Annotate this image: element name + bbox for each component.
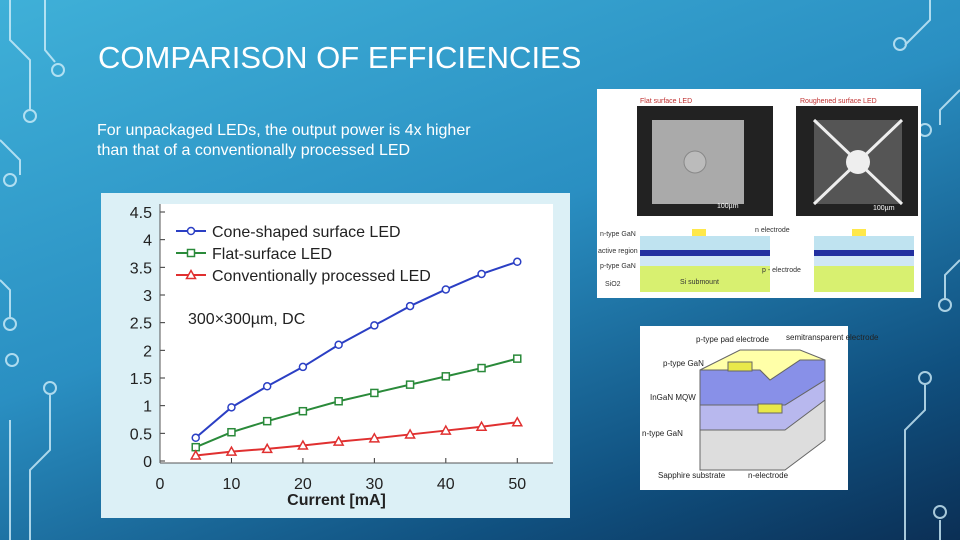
electrode <box>692 229 706 236</box>
y-tick-label: 0 <box>143 454 152 471</box>
series-line <box>195 357 518 449</box>
label: semitransparent electrode <box>786 333 879 342</box>
marker <box>475 420 488 431</box>
annotation: 300×300µm, DC <box>188 311 305 328</box>
y-tick-label: 3.5 <box>130 260 152 277</box>
y-tick-label: 4.5 <box>130 205 152 222</box>
slide-title: COMPARISON OF EFFICIENCIES <box>98 40 581 75</box>
layer <box>814 256 914 266</box>
marker <box>513 354 522 363</box>
pad-electrode <box>727 361 753 372</box>
layer <box>640 266 770 292</box>
marker <box>332 435 345 446</box>
n-electrode <box>757 403 783 414</box>
chart: 0 0.5 1 1.5 2 2.5 3 3.5 4 4.5 0 10 20 30 40 50 Current [… <box>130 204 553 509</box>
marker <box>227 427 236 437</box>
marker <box>511 416 524 427</box>
marker <box>370 321 379 330</box>
marker <box>191 433 200 443</box>
layer <box>814 250 914 256</box>
marker <box>404 428 416 439</box>
y-tick-label: 2 <box>143 343 152 360</box>
y-tick-label: 0.5 <box>130 426 152 443</box>
label: active region <box>598 248 638 255</box>
marker <box>225 445 238 456</box>
y-tick-label: 3 <box>143 288 152 305</box>
marker <box>298 406 308 416</box>
marker <box>370 388 379 398</box>
label: 100µm <box>717 203 739 210</box>
marker <box>440 424 452 435</box>
label: p-type GaN <box>600 263 636 270</box>
bottom-diagram: p-type pad electrode semitransparent ele… <box>640 326 879 490</box>
layer <box>814 236 914 250</box>
marker <box>186 226 196 236</box>
marker <box>262 382 272 391</box>
plot-area <box>160 204 553 463</box>
x-tick-label: 10 <box>223 476 241 493</box>
label: n-type GaN <box>600 231 636 238</box>
marker <box>262 416 272 426</box>
label: p - electrode <box>762 267 801 274</box>
marker <box>441 372 451 381</box>
marker <box>334 340 343 350</box>
x-tick-label: 40 <box>437 476 455 493</box>
marker <box>405 380 415 389</box>
label: n-type GaN <box>642 429 683 438</box>
legend-label: Cone-shaped surface LED <box>212 224 401 241</box>
label: Si submount <box>680 279 719 286</box>
label: 100µm <box>873 205 895 212</box>
series-line <box>195 260 518 439</box>
label: Flat surface LED <box>640 98 692 105</box>
p-layer <box>699 349 826 381</box>
top-diagram: Flat surface LED Roughened surface LED 1… <box>597 89 921 298</box>
x-tick-label: 30 <box>365 476 383 493</box>
pad <box>846 150 870 174</box>
marker <box>261 442 273 454</box>
y-tick-label: 1 <box>143 399 152 416</box>
label: n-electrode <box>748 471 789 480</box>
marker <box>298 362 308 372</box>
layer <box>814 266 914 292</box>
layer <box>640 256 770 266</box>
label: SiO2 <box>605 281 621 288</box>
y-tick-label: 1.5 <box>130 371 152 388</box>
label: Roughened surface LED <box>800 98 877 105</box>
marker <box>441 285 451 294</box>
pad <box>683 150 707 174</box>
marker <box>405 301 415 311</box>
marker <box>477 363 486 373</box>
layer <box>640 250 770 256</box>
x-tick-label: 20 <box>294 476 312 493</box>
legend-label: Flat-surface LED <box>212 246 332 263</box>
marker <box>185 268 197 280</box>
x-tick-label: 0 <box>156 476 165 493</box>
legend-label: Conventionally processed LED <box>212 268 431 285</box>
marker <box>477 269 486 279</box>
series-line <box>195 421 518 457</box>
label: p-type pad electrode <box>696 335 769 344</box>
marker <box>227 403 236 412</box>
label: n electrode <box>755 227 790 234</box>
body-text: For unpackaged LEDs, the output power is… <box>97 122 471 159</box>
y-tick-label: 2.5 <box>130 316 152 333</box>
marker <box>368 432 381 443</box>
label: InGaN MQW <box>650 393 696 402</box>
marker <box>513 257 522 267</box>
x-tick-label: 50 <box>508 476 526 493</box>
x-axis-label: Current [mA] <box>287 492 386 509</box>
layer <box>640 236 770 250</box>
y-tick-label: 4 <box>143 233 152 250</box>
marker <box>334 396 343 406</box>
electrode <box>852 229 866 236</box>
marker <box>186 248 196 258</box>
label: Sapphire substrate <box>658 471 726 480</box>
label: p-type GaN <box>663 359 704 368</box>
marker <box>297 439 309 450</box>
marker <box>189 449 202 460</box>
